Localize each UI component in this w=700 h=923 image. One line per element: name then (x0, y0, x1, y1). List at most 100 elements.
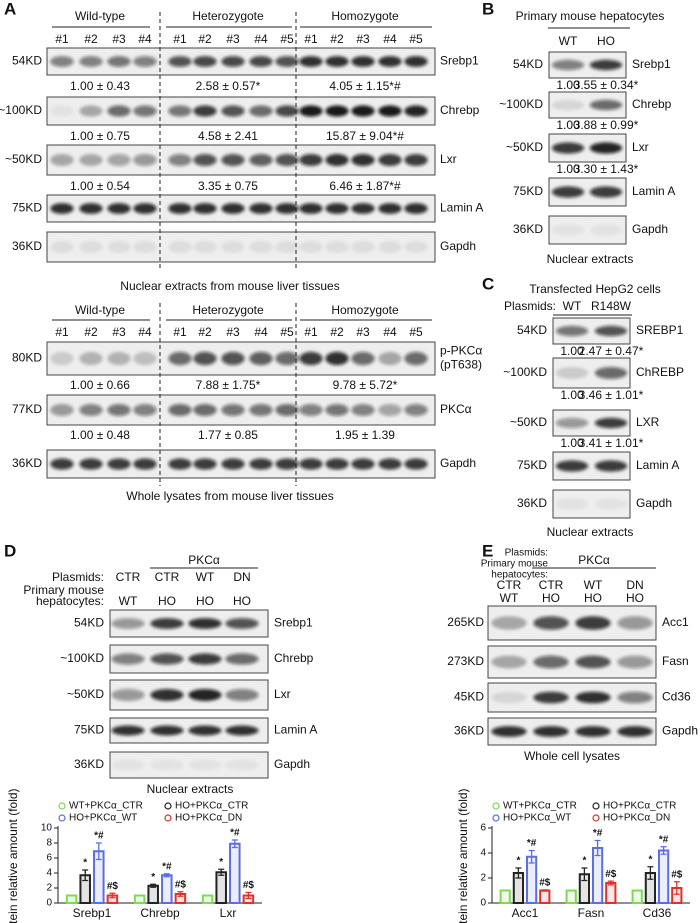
band (221, 105, 245, 117)
band (107, 351, 131, 366)
band (617, 655, 653, 669)
legend-label: HO+PKCα_WT (69, 813, 137, 824)
band (50, 105, 74, 117)
band (299, 241, 323, 253)
panel-label: A (4, 0, 16, 18)
lane-label: HO (158, 594, 176, 608)
band (299, 56, 323, 67)
panel-label: E (482, 541, 493, 560)
lane-label: #2 (198, 32, 212, 46)
bar (215, 871, 227, 904)
band (193, 351, 217, 366)
band (193, 56, 217, 67)
band (589, 59, 623, 71)
band (378, 56, 402, 67)
caption: Nuclear extracts (147, 782, 234, 796)
x-tick-label: Cd36 (643, 906, 672, 920)
band (168, 203, 192, 214)
band (378, 105, 402, 117)
band (555, 325, 589, 337)
band (133, 458, 157, 470)
band (555, 460, 589, 472)
lane-label: WT (196, 570, 215, 584)
lane-label: #3 (356, 325, 370, 339)
lane-label: CTR (116, 570, 141, 584)
bar (147, 884, 159, 904)
caption: Nuclear extracts from mouse liver tissue… (120, 279, 339, 293)
protein-label: Chrebp (440, 103, 480, 117)
lane-label: #2 (330, 32, 344, 46)
error-bar (82, 869, 89, 882)
band (111, 759, 145, 771)
band (551, 186, 585, 198)
band (325, 203, 349, 214)
band (107, 154, 131, 166)
band (107, 458, 131, 470)
y-tick-label: 4 (46, 868, 52, 879)
error-bar (660, 846, 667, 855)
band (491, 655, 527, 669)
band (378, 203, 402, 214)
band (351, 154, 375, 166)
x-tick-label: Acc1 (512, 906, 539, 920)
error-bar (95, 842, 102, 861)
lane-label: HO (584, 591, 602, 605)
bar (525, 855, 538, 904)
band (225, 689, 259, 701)
error-bar (150, 883, 157, 888)
caption: Nuclear extracts (547, 252, 634, 266)
band (50, 154, 74, 166)
band (249, 404, 273, 416)
band (168, 241, 192, 253)
size-label: 75KD (513, 184, 543, 198)
error-bar (109, 892, 116, 899)
protein-label: p-PKCα (440, 344, 482, 358)
lane-label: #1 (304, 325, 318, 339)
error-bar (647, 866, 654, 880)
protein-label: Lxr (632, 140, 649, 154)
lane-label: HO (626, 591, 644, 605)
bar (631, 889, 643, 904)
band (79, 351, 103, 366)
quantification: 1.00 (560, 436, 584, 450)
legend-marker (58, 814, 66, 822)
band (555, 498, 589, 510)
band (275, 458, 299, 470)
protein-label: Lamin A (636, 458, 679, 472)
size-label: ~100KD (499, 97, 543, 111)
band (188, 759, 222, 771)
caption: Nuclear extracts (547, 525, 634, 539)
band (193, 105, 217, 117)
quantification: 3.46 ± 1.01* (579, 388, 644, 402)
quantification: 2.47 ± 0.47* (579, 344, 644, 358)
band (133, 351, 157, 366)
bar (133, 894, 146, 904)
lane-label: #5 (409, 325, 423, 339)
band (221, 154, 245, 166)
annotation: *# (593, 828, 603, 839)
band (50, 351, 74, 366)
legend-marker (164, 802, 172, 810)
band (133, 241, 157, 253)
quantification: 3.55 ± 0.34* (574, 78, 639, 92)
size-label: ~50KD (67, 687, 104, 701)
band (589, 99, 623, 111)
band (491, 691, 527, 704)
lane-label: HO (196, 594, 214, 608)
panel-label: B (482, 0, 494, 18)
error-bar (568, 889, 575, 892)
annotation: * (83, 858, 87, 869)
band (617, 616, 653, 630)
band (378, 241, 402, 253)
band (249, 458, 273, 470)
band (299, 458, 323, 470)
panel-label: D (4, 541, 16, 560)
lane-label: WT (500, 591, 519, 605)
cells-label: Primary mouse (481, 559, 549, 570)
cells-label: hepatocytes: (491, 570, 548, 581)
band (188, 725, 222, 736)
band (404, 105, 428, 117)
protein-label: Lxr (274, 687, 291, 701)
quantification: 3.88 ± 0.99* (574, 118, 639, 132)
lane-label: WT (563, 299, 582, 313)
